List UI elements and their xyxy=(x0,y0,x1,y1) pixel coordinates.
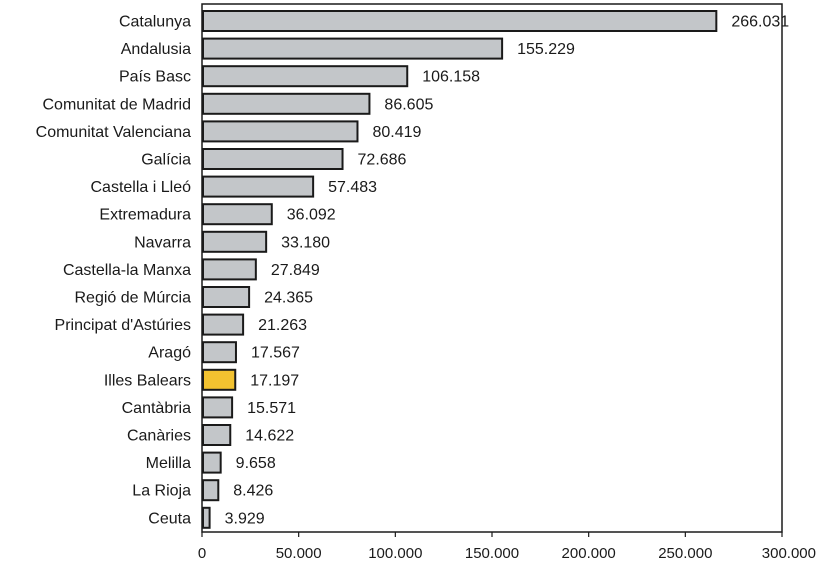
x-axis-ticks-group: 0 50.000 100.000 150.000 200.000 250.000 300.0… xyxy=(198,532,816,562)
value-label-9: 27.849 xyxy=(271,262,320,279)
bar-3 xyxy=(202,92,371,115)
value-label-15: 14.622 xyxy=(245,428,294,445)
category-label-1: Andalusia xyxy=(121,41,191,58)
value-label-4: 80.419 xyxy=(372,124,421,141)
bars-group xyxy=(202,10,718,529)
bar-2 xyxy=(202,65,409,88)
bar-1 xyxy=(202,37,504,60)
x-tick-label-1: 50.000 xyxy=(276,545,322,562)
category-label-9: Castella-la Manxa xyxy=(63,262,191,279)
category-label-10: Regió de Múrcia xyxy=(75,290,192,307)
value-label-16: 9.658 xyxy=(236,455,276,472)
value-label-0: 266.031 xyxy=(731,14,789,31)
category-label-12: Aragó xyxy=(148,345,191,362)
category-label-17: La Rioja xyxy=(132,483,191,500)
bar-16 xyxy=(202,451,222,474)
x-tick-label-0: 0 xyxy=(198,545,206,562)
value-label-10: 24.365 xyxy=(264,290,313,307)
value-label-12: 17.567 xyxy=(251,345,300,362)
category-label-5: Galícia xyxy=(141,152,191,169)
bar-5 xyxy=(202,148,344,170)
category-label-8: Navarra xyxy=(134,234,191,251)
category-label-3: Comunitat de Madrid xyxy=(42,96,191,113)
value-labels-group: 266.031 155.229 106.158 86.605 80.419 72.686 5… xyxy=(225,14,790,528)
bar-15 xyxy=(202,424,232,446)
x-tick-label-2: 100.000 xyxy=(368,545,422,562)
x-tick-label-5: 250.000 xyxy=(658,545,712,562)
bar-13 xyxy=(202,368,237,391)
bar-18 xyxy=(202,506,211,529)
bar-11 xyxy=(202,313,245,336)
category-label-15: Canàries xyxy=(127,428,191,445)
category-label-0: Catalunya xyxy=(119,14,191,31)
category-label-7: Extremadura xyxy=(99,207,191,224)
bar-14 xyxy=(202,396,234,419)
category-label-11: Principat d'Astúries xyxy=(55,317,191,334)
bar-6 xyxy=(202,175,315,198)
bar-9 xyxy=(202,258,257,281)
category-label-2: País Basc xyxy=(119,69,191,86)
value-label-3: 86.605 xyxy=(384,96,433,113)
bar-12 xyxy=(202,341,237,364)
value-label-5: 72.686 xyxy=(358,152,407,169)
bar-8 xyxy=(202,230,268,253)
value-label-2: 106.158 xyxy=(422,69,480,86)
category-label-13: Illes Balears xyxy=(104,372,191,389)
value-label-1: 155.229 xyxy=(517,41,575,58)
category-label-4: Comunitat Valenciana xyxy=(36,124,191,141)
bar-10 xyxy=(202,286,251,308)
category-label-6: Castella i Lleó xyxy=(91,179,192,196)
value-label-11: 21.263 xyxy=(258,317,307,334)
category-label-14: Cantàbria xyxy=(122,400,191,417)
bar-0 xyxy=(202,10,718,32)
category-label-18: Ceuta xyxy=(148,510,191,527)
value-label-6: 57.483 xyxy=(328,179,377,196)
value-label-8: 33.180 xyxy=(281,234,330,251)
value-label-17: 8.426 xyxy=(233,483,273,500)
value-label-14: 15.571 xyxy=(247,400,296,417)
bar-7 xyxy=(202,203,273,226)
value-label-7: 36.092 xyxy=(287,207,336,224)
bar-17 xyxy=(202,479,220,502)
bar-4 xyxy=(202,120,359,143)
category-labels-group: Catalunya Andalusia País Basc Comunitat de … xyxy=(36,14,191,528)
x-tick-label-4: 200.000 xyxy=(562,545,616,562)
x-tick-label-3: 150.000 xyxy=(465,545,519,562)
value-label-13: 17.197 xyxy=(250,372,299,389)
x-tick-label-6: 300.000 xyxy=(762,545,816,562)
category-label-16: Melilla xyxy=(146,455,191,472)
value-label-18: 3.929 xyxy=(225,510,265,527)
